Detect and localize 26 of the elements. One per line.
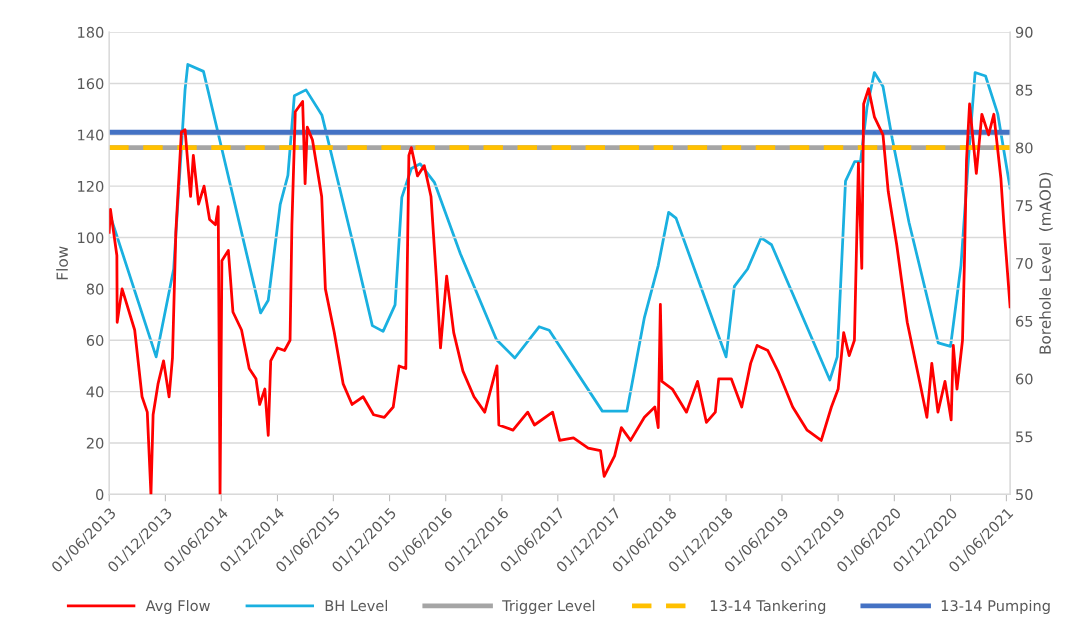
y2-tick-label: 65 [1015,315,1033,327]
y2-tick-label: 90 [1015,26,1033,38]
y2-tick-label: 80 [1015,142,1033,154]
y2-axis-title: Borehole Level (mAOD) [1039,172,1053,354]
y-tick-label: 60 [86,334,104,347]
legend-label: 13-14 Pumping [941,599,1050,615]
y-tick-label: 20 [86,437,104,449]
y-tick-label: 80 [86,283,104,295]
legend-label: 13-14 Tankering [710,599,826,615]
y-tick-label: 160 [78,78,104,90]
y-axis-title: Flow [56,246,68,280]
y2-tick-label: 55 [1016,431,1033,443]
legend-label: Avg Flow [145,599,210,615]
y2-tick-label: 60 [1015,373,1033,385]
legend-label: Trigger Level [502,599,595,615]
y2-tick-label: 75 [1016,200,1033,212]
y2-tick-label: 50 [1016,489,1033,501]
y-tick-label: 40 [86,386,104,398]
y-tick-label: 120 [78,180,104,192]
y2-tick-label: 85 [1015,84,1033,96]
y2-tick-label: 70 [1016,257,1033,269]
legend-label: BH Level [325,599,388,612]
y-tick-label: 180 [78,26,104,38]
y-tick-label: 140 [78,129,104,141]
y-tick-label: 100 [78,232,104,244]
y-tick-label: 0 [96,489,104,501]
